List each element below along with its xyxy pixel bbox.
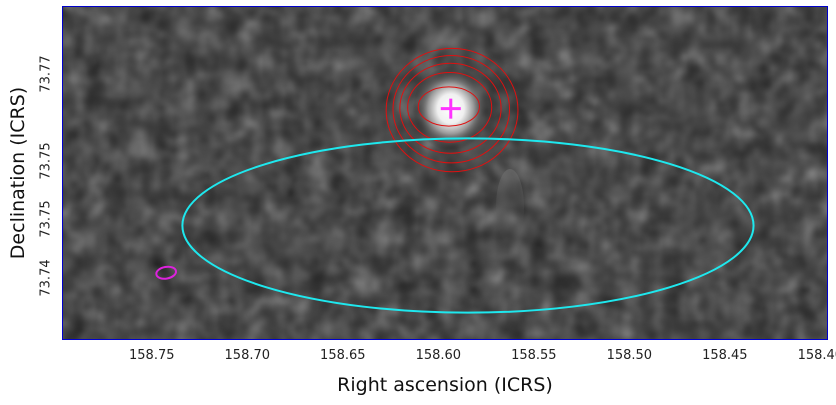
contour-level-3: [399, 62, 502, 154]
x-tick-label: 158.45: [702, 348, 748, 363]
contour-lines: [385, 47, 519, 173]
x-tick-label: 158.55: [511, 348, 557, 363]
sky-noise: [63, 7, 827, 339]
y-axis-label: Declination (ICRS): [7, 86, 29, 260]
sky-image-canvas: [63, 7, 827, 339]
x-tick-label: 158.60: [415, 348, 462, 363]
contour-level-2: [407, 72, 493, 143]
x-axis-label: Right ascension (ICRS): [337, 374, 553, 396]
y-tick-label: 73.77: [38, 55, 54, 93]
contour-level-5: [385, 47, 519, 173]
sky-image-plot[interactable]: [62, 6, 828, 340]
small-region-ellipse[interactable]: [155, 265, 177, 280]
contour-level-4: [392, 54, 511, 164]
x-tick-label: 158.70: [224, 348, 271, 363]
x-tick-label: 158.40: [797, 348, 836, 363]
y-tick-label: 73.74: [38, 258, 54, 297]
x-tick-label: 158.65: [320, 348, 366, 363]
x-tick-label: 158.75: [129, 348, 175, 363]
contour-level-1: [417, 86, 480, 127]
source-marker-plus[interactable]: [440, 98, 461, 119]
error-ellipse[interactable]: [181, 137, 755, 314]
faint-streak: [496, 169, 524, 245]
y-tick-label: 73.75: [38, 200, 54, 239]
x-tick-label: 158.50: [606, 348, 653, 363]
y-tick-label: 73.75: [38, 142, 54, 180]
